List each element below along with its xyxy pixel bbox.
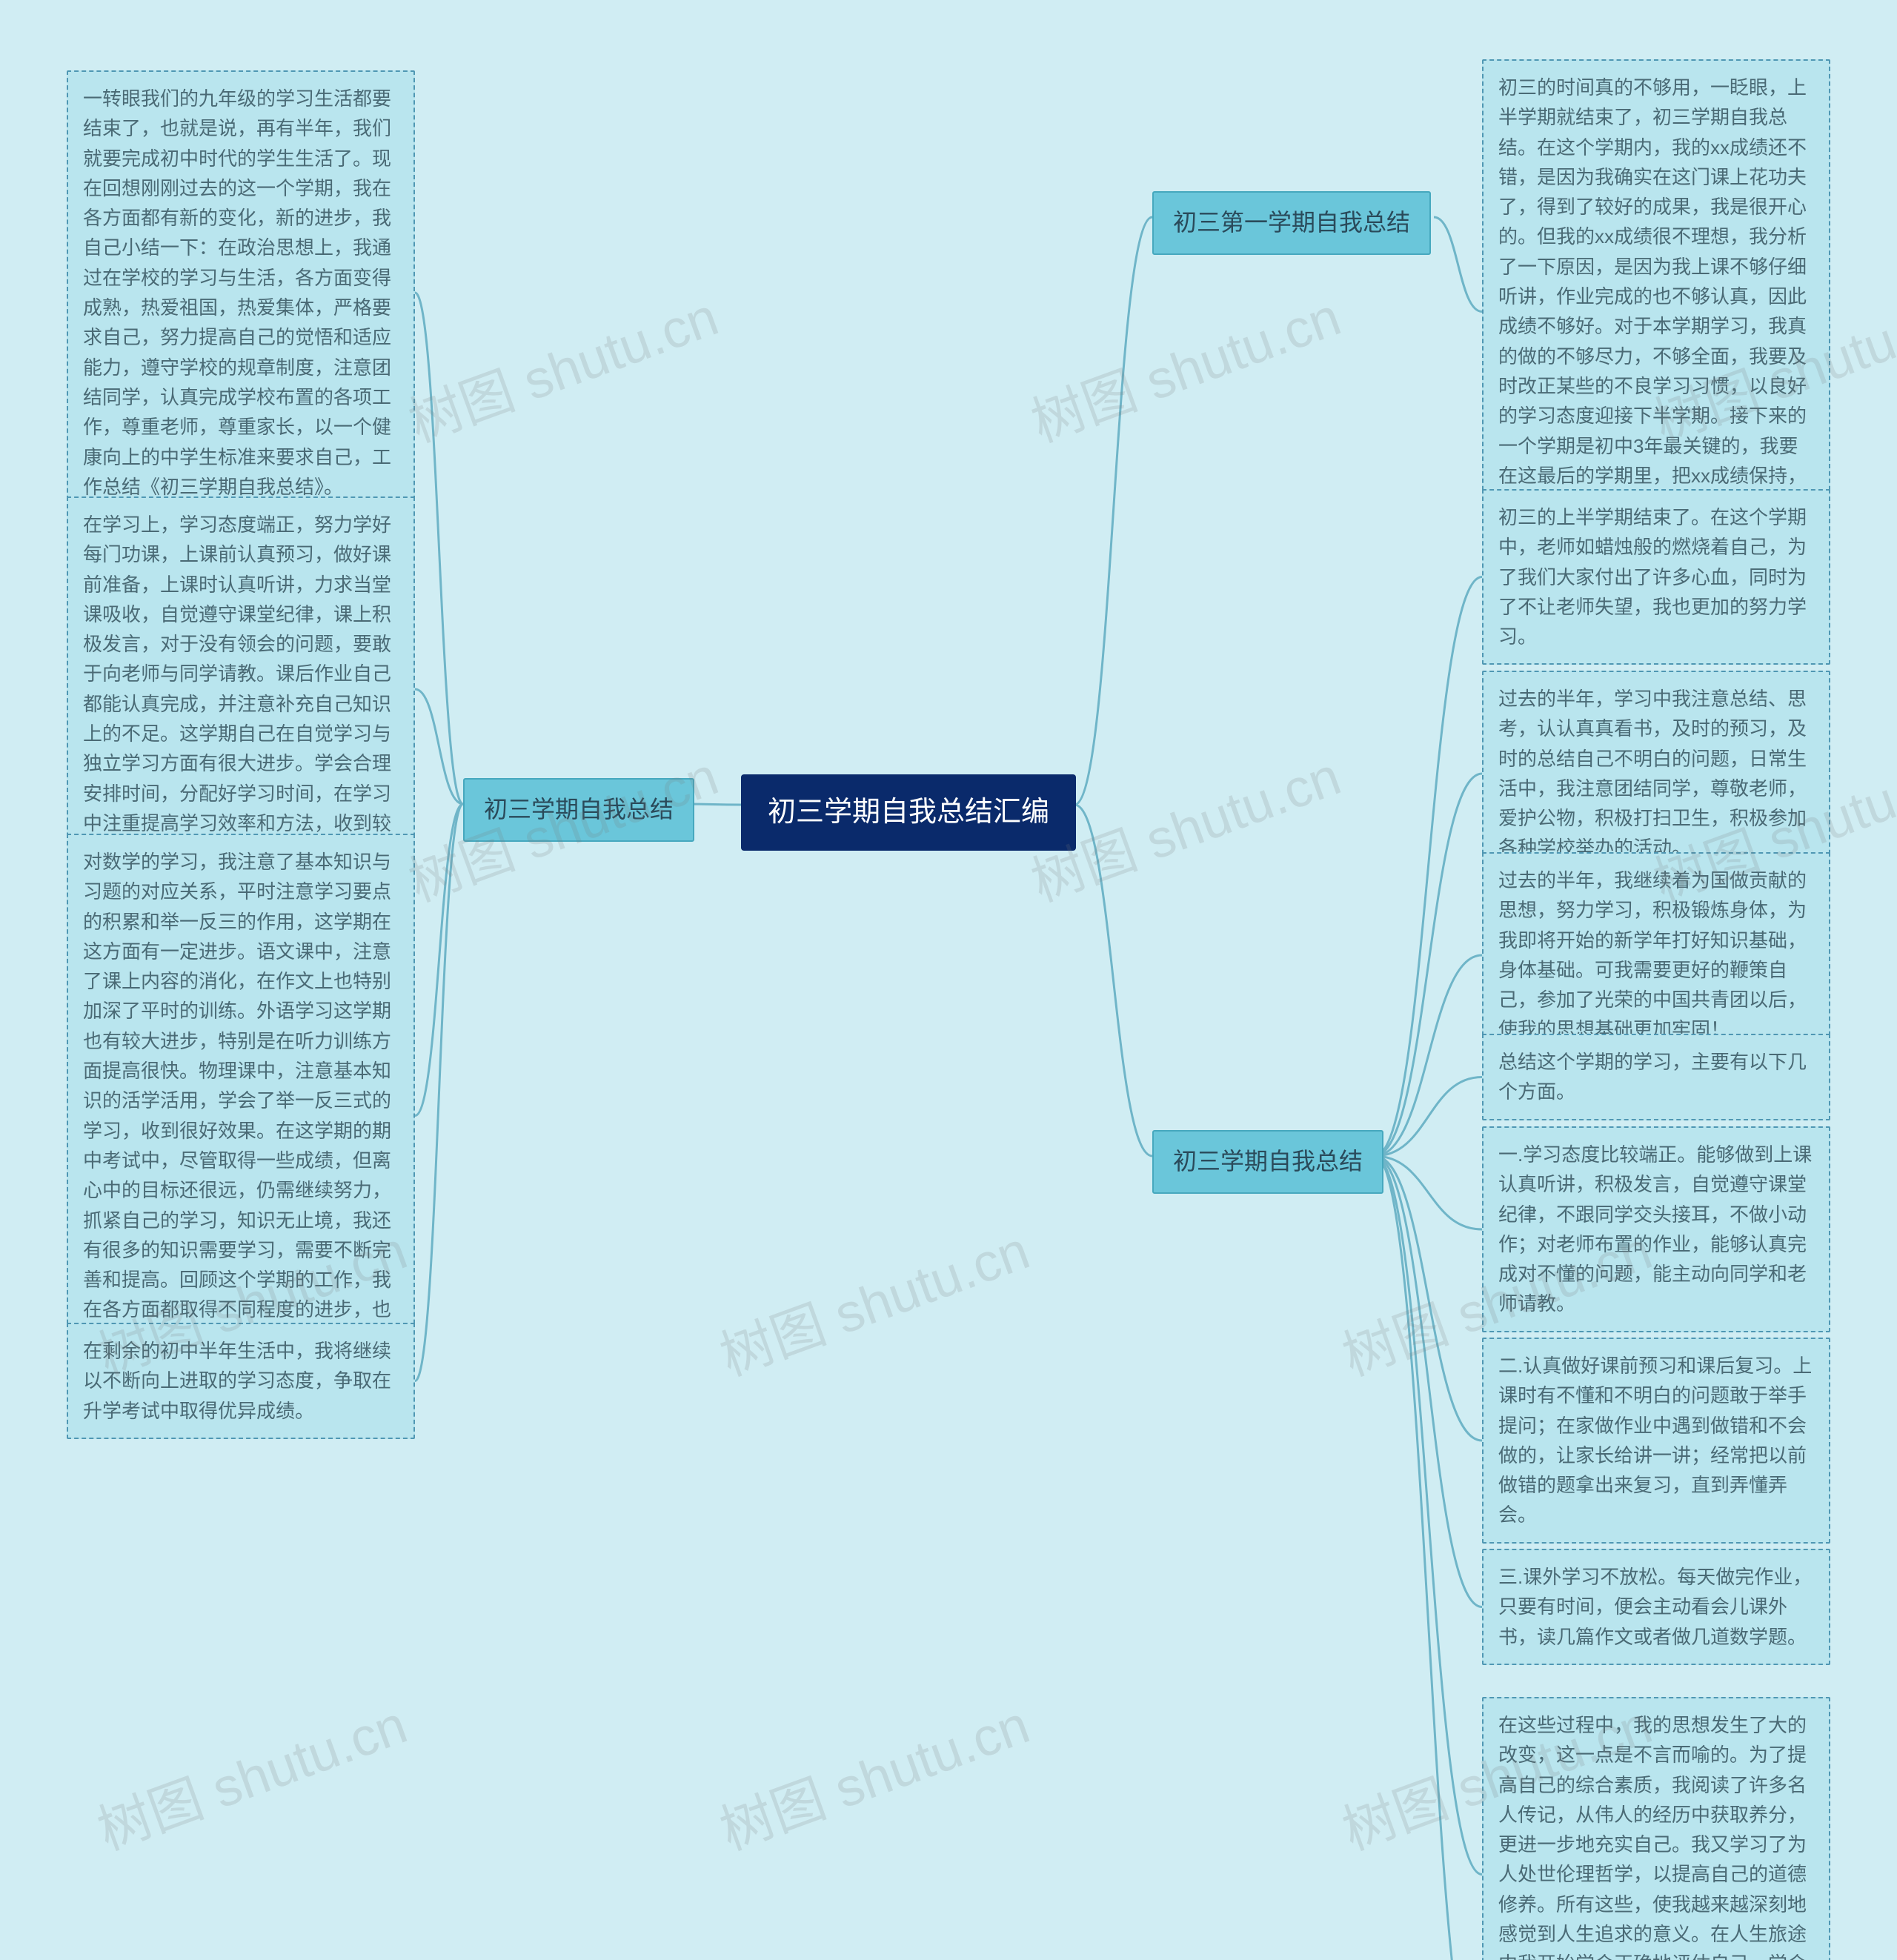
leaf-node: 过去的半年，学习中我注意总结、思考，认认真真看书，及时的预习，及时的总结自己不明… — [1482, 671, 1830, 877]
watermark: 树图 shutu.cn — [396, 273, 727, 457]
watermark: 树图 shutu.cn — [708, 1207, 1038, 1391]
root-node: 初三学期自我总结汇编 — [741, 774, 1076, 851]
leaf-node: 一转眼我们的九年级的学习生活都要结束了，也就是说，再有半年，我们就要完成初中时代… — [67, 70, 415, 515]
leaf-node: 在这些过程中，我的思想发生了大的改变，这一点是不言而喻的。为了提高自己的综合素质… — [1482, 1697, 1830, 1960]
leaf-node: 初三的时间真的不够用，一眨眼，上半学期就结束了，初三学期自我总结。在这个学期内，… — [1482, 59, 1830, 564]
watermark: 树图 shutu.cn — [85, 1681, 416, 1865]
watermark: 树图 shutu.cn — [708, 1681, 1038, 1865]
leaf-node: 总结这个学期的学习，主要有以下几个方面。 — [1482, 1034, 1830, 1120]
branch-node: 初三学期自我总结 — [1152, 1130, 1383, 1194]
branch-node: 初三学期自我总结 — [463, 778, 694, 842]
leaf-node: 对数学的学习，我注意了基本知识与习题的对应关系，平时注意学习要点的积累和举一反三… — [67, 834, 415, 1398]
branch-node: 初三第一学期自我总结 — [1152, 191, 1431, 255]
leaf-node: 在学习上，学习态度端正，努力学好每门功课，上课前认真预习，做好课前准备，上课时认… — [67, 496, 415, 882]
leaf-node: 在剩余的初中半年生活中，我将继续以不断向上进取的学习态度，争取在升学考试中取得优… — [67, 1323, 415, 1439]
leaf-node: 一.学习态度比较端正。能够做到上课认真听讲，积极发言，自觉遵守课堂纪律，不跟同学… — [1482, 1126, 1830, 1332]
leaf-node: 二.认真做好课前预习和课后复习。上课时有不懂和不明白的问题敢于举手提问；在家做作… — [1482, 1338, 1830, 1544]
watermark: 树图 shutu.cn — [1019, 273, 1349, 457]
leaf-node: 初三的上半学期结束了。在这个学期中，老师如蜡烛般的燃烧着自己，为了我们大家付出了… — [1482, 489, 1830, 665]
leaf-node: 三.课外学习不放松。每天做完作业，只要有时间，便会主动看会儿课外书，读几篇作文或… — [1482, 1549, 1830, 1665]
leaf-node: 过去的半年，我继续着为国做贡献的思想，努力学习，积极锻炼身体，为我即将开始的新学… — [1482, 852, 1830, 1058]
